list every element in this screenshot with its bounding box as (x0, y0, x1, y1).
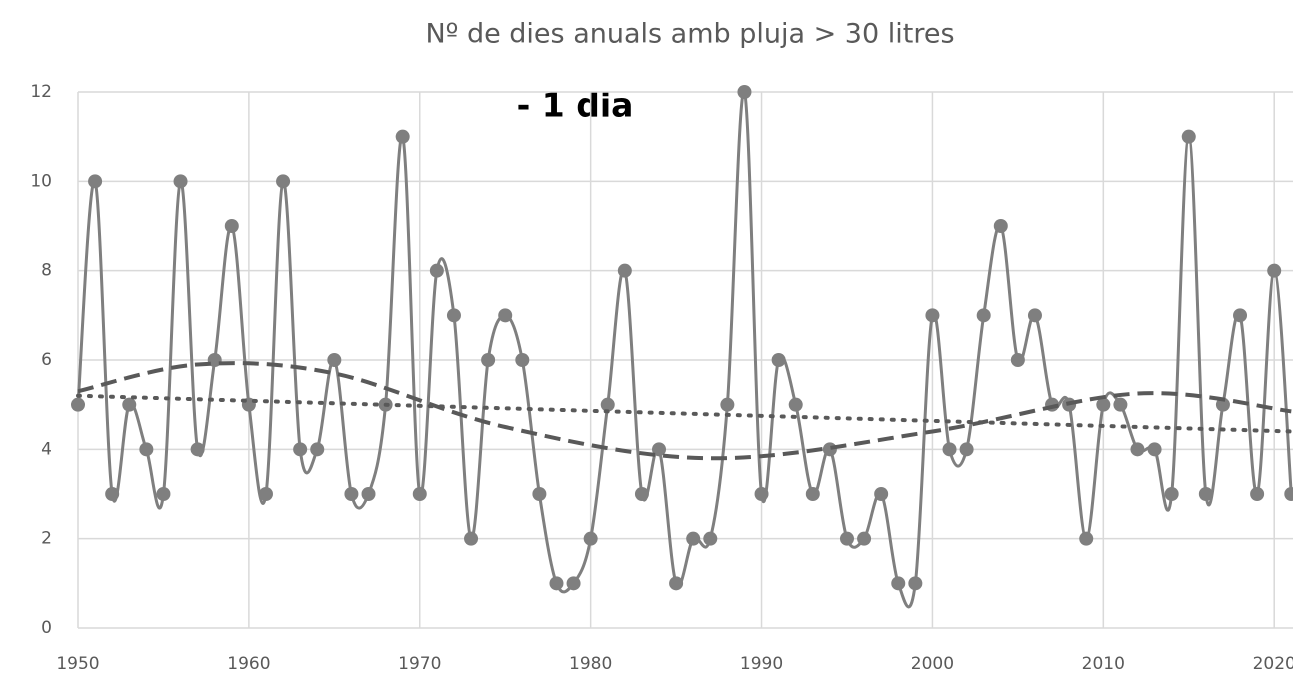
data-point (720, 397, 735, 412)
y-tick-label: 0 (41, 618, 52, 638)
data-point (395, 129, 410, 144)
data-point (105, 487, 120, 501)
data-point (1010, 353, 1025, 367)
data-point (1215, 397, 1230, 412)
x-tick-label: 2020 (1253, 654, 1293, 674)
data-point (88, 174, 103, 189)
y-tick-label: 6 (41, 350, 52, 370)
data-point (737, 85, 752, 99)
y-tick-label: 2 (41, 529, 52, 549)
data-point (1147, 442, 1162, 457)
data-point (1250, 487, 1265, 501)
data-point (481, 353, 496, 367)
y-tick-label: 4 (41, 439, 52, 459)
data-point (344, 487, 359, 501)
data-point (566, 576, 581, 591)
data-point (310, 442, 325, 457)
data-point (976, 308, 991, 323)
data-point (788, 397, 803, 412)
series-line (76, 393, 1293, 434)
data-point (839, 531, 854, 546)
data-point (173, 174, 188, 189)
series-line (76, 90, 1293, 609)
data-point (429, 263, 444, 278)
data-point (327, 353, 342, 367)
data-point (857, 531, 872, 546)
data-point (771, 353, 786, 367)
data-point (993, 219, 1008, 233)
data-point (617, 263, 632, 278)
data-point (686, 531, 701, 546)
data-point (891, 576, 906, 591)
series-line (77, 361, 1292, 461)
data-point (258, 487, 273, 501)
x-tick-label: 1980 (569, 654, 612, 674)
x-tick-label: 1970 (398, 654, 441, 674)
data-point (532, 487, 547, 501)
data-point (583, 531, 598, 546)
data-point (1267, 263, 1282, 278)
data-point (207, 353, 222, 367)
data-point (634, 487, 649, 501)
data-point (293, 442, 308, 457)
data-point (652, 442, 667, 457)
data-point (805, 487, 820, 501)
data-point (446, 308, 461, 323)
data-point (1198, 487, 1213, 501)
data-point (464, 531, 479, 546)
x-tick-label: 1990 (740, 654, 783, 674)
data-point (874, 487, 889, 501)
x-tick-label: 2010 (1082, 654, 1125, 674)
data-point (669, 576, 684, 591)
data-point (412, 487, 427, 501)
data-point (1181, 129, 1196, 144)
x-tick-label: 1960 (227, 654, 270, 674)
data-point (71, 397, 85, 412)
data-point (754, 487, 769, 501)
data-point (1096, 397, 1111, 412)
data-point (1113, 397, 1128, 412)
data-point (361, 487, 376, 501)
data-point (822, 442, 837, 457)
data-point (190, 442, 205, 457)
data-point (1079, 531, 1094, 546)
data-point (1130, 442, 1145, 457)
x-tick-label: 2000 (911, 654, 954, 674)
data-point (1027, 308, 1042, 323)
data-point (549, 576, 564, 591)
data-point (276, 174, 291, 189)
data-point (1164, 487, 1179, 501)
data-point (1284, 487, 1293, 501)
y-tick-label: 12 (30, 82, 52, 102)
data-point (156, 487, 171, 501)
data-point (1233, 308, 1248, 323)
data-point (703, 531, 718, 546)
chart-title: Nº de dies anuals amb pluja > 30 litres (425, 19, 954, 50)
data-point (942, 442, 957, 457)
data-point (959, 442, 974, 457)
y-tick-label: 10 (30, 171, 52, 191)
data-point (139, 442, 154, 457)
data-point (515, 353, 530, 367)
data-point (498, 308, 513, 323)
y-tick-label: 8 (41, 261, 52, 281)
x-tick-label: 1950 (56, 654, 99, 674)
data-point (224, 219, 239, 233)
data-point (600, 397, 615, 412)
data-point (925, 308, 940, 323)
data-point (122, 397, 137, 412)
data-point (908, 576, 923, 591)
